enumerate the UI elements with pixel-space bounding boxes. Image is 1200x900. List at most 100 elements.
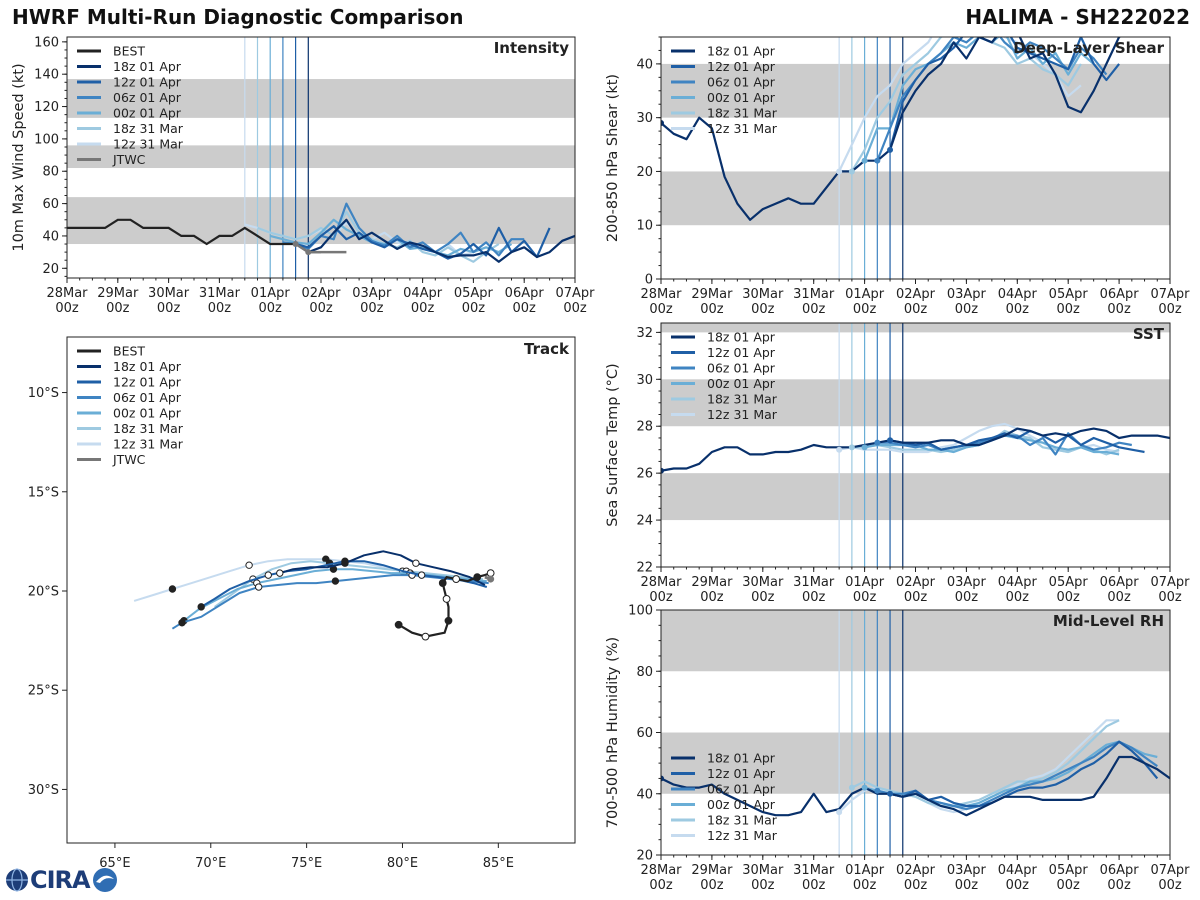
legend-label: 06z 01 Apr [707, 361, 776, 376]
legend-label: 06z 01 Apr [707, 782, 776, 797]
best-track-marker [421, 632, 430, 641]
legend-label: 12z 31 Mar [707, 121, 778, 136]
y-tick-label: 22 [636, 561, 653, 576]
y-tick-label: 30 [636, 373, 653, 388]
satellite-swirl-icon [92, 868, 117, 892]
legend-label: 00z 01 Apr [113, 106, 182, 121]
track-day-marker [168, 585, 177, 593]
y-tick-label: 60 [42, 197, 59, 212]
y-tick-label: 26 [636, 467, 653, 482]
x-tick-label: 28Mar [640, 575, 682, 590]
legend-label: 12z 31 Mar [113, 137, 184, 152]
panel-title: Mid-Level RH [1053, 612, 1164, 630]
x-tick-label: 00z [955, 302, 979, 317]
x-tick-label: 00z [1006, 590, 1030, 605]
init-marker [661, 120, 664, 127]
track-day-marker [341, 559, 349, 567]
x-tick-label: 04Apr [998, 287, 1038, 302]
panel-title: Track [524, 340, 570, 358]
x-tick-label: 01Apr [845, 575, 885, 590]
y-tick-label: 30 [636, 111, 653, 126]
shaded-band [67, 79, 575, 118]
series-line-2 [889, 740, 1159, 808]
y-tick-label: 15°S [28, 485, 59, 500]
x-tick-label: 06Apr [1100, 575, 1140, 590]
track-day-marker [245, 561, 253, 569]
x-tick-label: 05Apr [454, 286, 494, 301]
x-tick-label: 05Apr [1049, 575, 1089, 590]
legend-label: 18z 31 Mar [113, 121, 184, 136]
x-tick-label: 00z [563, 301, 587, 316]
shaded-band [661, 171, 1170, 226]
best-track-marker [452, 575, 461, 583]
x-tick-label: 02Apr [896, 575, 936, 590]
logo-text: CIRA [30, 866, 91, 894]
x-tick-label: 30Mar [742, 575, 784, 590]
x-tick-label: 80°E [387, 856, 418, 871]
legend-label: 18z 01 Apr [707, 44, 776, 59]
x-tick-label: 29Mar [97, 286, 139, 301]
panel-sst: 22242628303228Mar00z29Mar00z30Mar00z31Ma… [605, 322, 1190, 605]
legend-label: JTWC [112, 452, 146, 467]
init-marker [874, 787, 881, 794]
storm-id: HALIMA - SH222022 [965, 5, 1190, 29]
y-tick-label: 60 [636, 726, 653, 741]
forecast-track-1 [279, 550, 486, 586]
legend-label: 12z 31 Mar [113, 437, 184, 452]
y-tick-label: 28 [636, 420, 653, 435]
x-tick-label: 00z [904, 878, 928, 893]
init-marker [661, 775, 664, 782]
shaded-band [661, 323, 1170, 333]
x-tick-label: 00z [360, 301, 384, 316]
init-marker [861, 444, 868, 451]
x-tick-label: 03Apr [947, 863, 987, 878]
y-tick-label: 100 [34, 132, 59, 147]
legend-label: 18z 01 Apr [113, 359, 182, 374]
x-tick-label: 00z [106, 301, 130, 316]
init-marker [848, 444, 855, 451]
x-tick-label: 04Apr [998, 863, 1038, 878]
plot-area [661, 37, 1170, 279]
legend-label: 18z 01 Apr [113, 59, 182, 74]
track-day-marker [412, 559, 420, 567]
init-marker [887, 790, 894, 797]
track-day-marker [331, 577, 340, 585]
track-day-marker [178, 619, 186, 627]
legend-label: 06z 01 Apr [113, 390, 182, 405]
legend-label: 06z 01 Apr [707, 75, 776, 90]
y-tick-label: 24 [636, 514, 653, 529]
x-tick-label: 00z [157, 301, 181, 316]
best-track-marker [473, 573, 482, 582]
y-tick-label: 32 [636, 326, 653, 341]
x-tick-label: 00z [649, 590, 673, 605]
x-tick-label: 29Mar [691, 575, 733, 590]
panel-title: SST [1133, 325, 1165, 343]
x-tick-label: 31Mar [793, 575, 835, 590]
y-tick-label: 10°S [28, 386, 59, 401]
x-tick-label: 00z [1006, 878, 1030, 893]
series-line-5 [851, 719, 1120, 808]
x-tick-label: 03Apr [947, 287, 987, 302]
x-tick-label: 00z [1057, 878, 1081, 893]
init-marker [861, 784, 868, 791]
best-track-marker [486, 569, 495, 578]
plot-area [133, 550, 495, 641]
init-marker [874, 439, 881, 446]
x-tick-label: 00z [649, 302, 673, 317]
legend-label: 18z 31 Mar [113, 421, 184, 436]
x-tick-label: 00z [853, 302, 877, 317]
series-line-1 [661, 755, 1170, 817]
legend-label: 18z 01 Apr [707, 751, 776, 766]
x-tick-label: 00z [55, 301, 79, 316]
x-tick-label: 02Apr [896, 287, 936, 302]
plot-area [661, 610, 1170, 855]
x-tick-label: 00z [802, 878, 826, 893]
x-tick-label: 01Apr [845, 287, 885, 302]
x-tick-label: 00z [462, 301, 486, 316]
x-tick-label: 00z [700, 302, 724, 317]
panel-rh: 2040608010028Mar00z29Mar00z30Mar00z31Mar… [605, 604, 1190, 894]
x-tick-label: 00z [411, 301, 435, 316]
y-tick-label: 0 [645, 273, 653, 288]
legend-label: 12z 01 Apr [113, 375, 182, 390]
x-tick-label: 00z [802, 302, 826, 317]
